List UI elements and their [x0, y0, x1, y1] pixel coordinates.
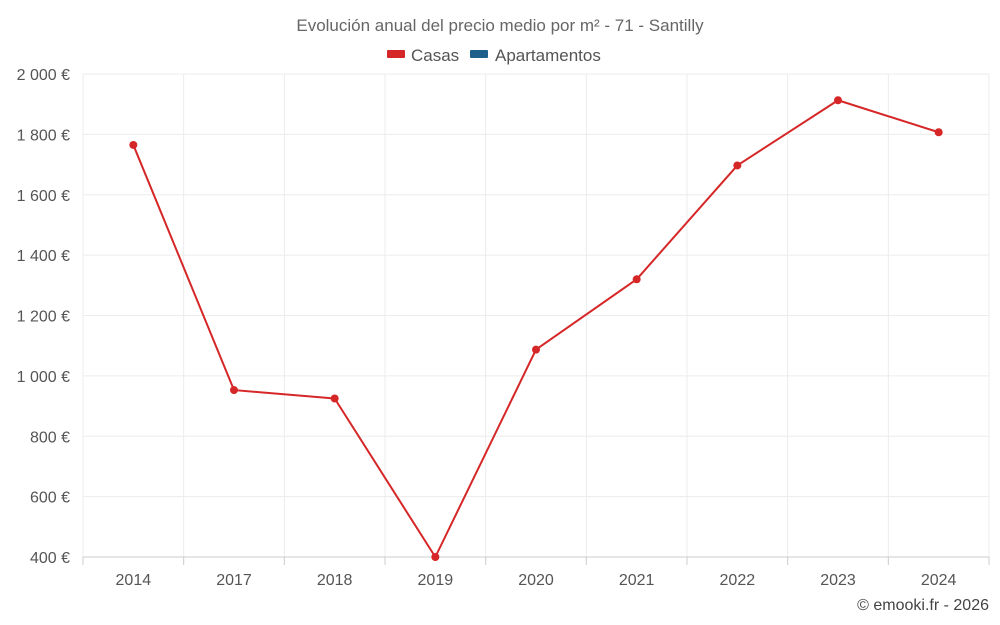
y-tick-label: 600 € [30, 490, 70, 507]
series-line-casas [132, 99, 939, 558]
data-point-casas-2014[interactable] [129, 140, 138, 149]
copyright: © emooki.fr - 2026 [857, 597, 989, 614]
y-tick-label: 1 000 € [17, 369, 70, 386]
series-casas [129, 96, 943, 561]
legend-item-casas[interactable]: Casas [387, 46, 459, 65]
x-tick-label: 2017 [216, 572, 252, 589]
data-point-casas-2021[interactable] [632, 275, 641, 284]
x-tick-label: 2021 [619, 572, 655, 589]
x-tick-label: 2023 [820, 572, 856, 589]
y-tick-label: 400 € [30, 550, 70, 567]
legend-swatch-casas [387, 50, 405, 58]
x-tick-label: 2014 [116, 572, 152, 589]
x-tick-label: 2018 [317, 572, 353, 589]
data-point-casas-2022[interactable] [733, 161, 742, 170]
data-point-casas-2019[interactable] [431, 553, 440, 561]
y-axis: 400 € 600 € 800 € 1 000 € 1 200 € 1 400 € 1 60… [17, 67, 70, 567]
y-tick-label: 800 € [30, 429, 70, 446]
y-tick-label: 1 400 € [17, 248, 70, 265]
x-tick-label: 2019 [418, 572, 454, 589]
y-tick-label: 1 600 € [17, 188, 70, 205]
data-point-casas-2020[interactable] [532, 345, 540, 354]
data-point-casas-2023[interactable] [834, 96, 842, 105]
data-point-casas-2018[interactable] [330, 394, 339, 403]
x-tick-label: 2024 [921, 572, 957, 589]
data-point-casas-2017[interactable] [230, 386, 238, 395]
x-axis: 2014 2017 2018 2019 2020 2021 2022 2023 2024 [82, 556, 990, 589]
y-tick-label: 2 000 € [17, 67, 70, 84]
x-tick-label: 2020 [518, 572, 554, 589]
grid [82, 73, 990, 558]
legend-label-casas: Casas [411, 46, 459, 65]
chart-title: Evolución anual del precio medio por m² … [296, 16, 704, 35]
legend-item-apartamentos[interactable]: Apartamentos [470, 46, 601, 65]
x-tick-label: 2022 [720, 572, 756, 589]
data-point-casas-2024[interactable] [934, 128, 943, 137]
legend-swatch-apartamentos [470, 50, 488, 58]
y-tick-label: 1 200 € [17, 309, 70, 326]
y-tick-label: 1 800 € [17, 127, 70, 144]
legend: Casas Apartamentos [387, 46, 601, 65]
legend-label-apartamentos: Apartamentos [495, 46, 601, 65]
